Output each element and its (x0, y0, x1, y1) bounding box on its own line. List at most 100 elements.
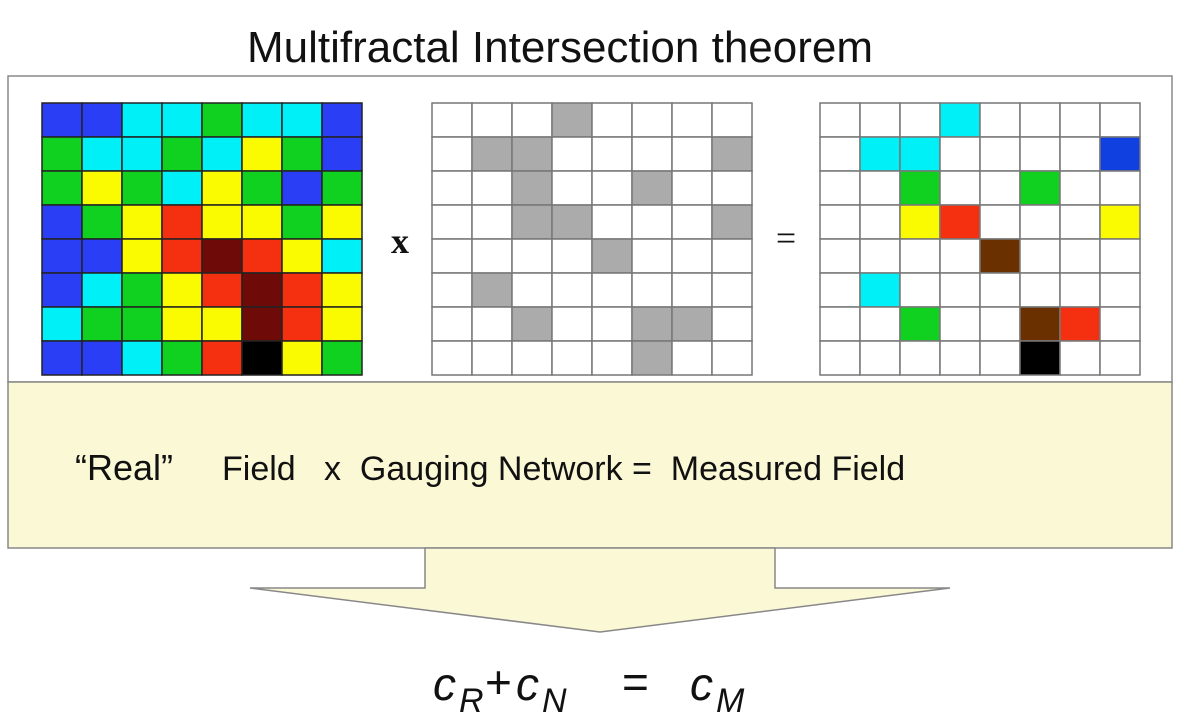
grid-cell (321, 136, 363, 172)
grid-cell (1019, 272, 1061, 308)
grid-cell (1059, 306, 1101, 342)
grid-cell (939, 102, 981, 138)
grid-cell (81, 340, 123, 376)
grid-cell (711, 238, 753, 274)
grid-cell (1099, 204, 1141, 240)
grid-cell (591, 136, 633, 172)
grid-cell (121, 204, 163, 240)
grid-cell (431, 136, 473, 172)
grid-cell (979, 340, 1021, 376)
times-operator: x (391, 221, 409, 261)
grid-cell (979, 306, 1021, 342)
term-symbol: c (516, 658, 539, 710)
grid-cell (631, 102, 673, 138)
grid-cell (41, 238, 83, 274)
grid-cell (121, 340, 163, 376)
grids (41, 102, 1141, 376)
grid-cell (671, 136, 713, 172)
caption-real: “Real” (75, 447, 173, 488)
grid-cell (939, 272, 981, 308)
grid-cell (711, 204, 753, 240)
grid-cell (819, 204, 861, 240)
grid-cell (1019, 170, 1061, 206)
grid-cell (241, 136, 283, 172)
grid-cell (81, 272, 123, 308)
grid-cell (631, 136, 673, 172)
grid-cell (819, 102, 861, 138)
grid-cell (979, 204, 1021, 240)
term-symbol: c (433, 658, 456, 710)
grid-cell (551, 204, 593, 240)
grid-cell (41, 306, 83, 342)
grid-cell (859, 238, 901, 274)
grid-cell (241, 340, 283, 376)
grid-cell (671, 306, 713, 342)
grid-cell (41, 204, 83, 240)
grid-cell (1099, 272, 1141, 308)
term-subscript: R (459, 682, 484, 720)
grid-cell (899, 204, 941, 240)
grid-cell (1019, 306, 1061, 342)
grid-cell (161, 340, 203, 376)
grid-cell (281, 170, 323, 206)
grid-cell (1099, 340, 1141, 376)
grid-cell (321, 306, 363, 342)
grid-cell (201, 272, 243, 308)
grid-cell (281, 272, 323, 308)
grid-cell (551, 136, 593, 172)
grid-cell (41, 102, 83, 138)
grid-cell (241, 306, 283, 342)
grid-cell (471, 170, 513, 206)
grid-cell (1059, 204, 1101, 240)
grid-cell (431, 340, 473, 376)
grid-cell (939, 306, 981, 342)
grid-cell (431, 170, 473, 206)
grid-cell (121, 102, 163, 138)
grid-cell (711, 272, 753, 308)
grid-cell (161, 170, 203, 206)
grid-cell (1019, 204, 1061, 240)
grid-cell (281, 102, 323, 138)
grid-cell (859, 102, 901, 138)
grid-cell (161, 136, 203, 172)
grid-cell (979, 272, 1021, 308)
caption-text: Field x Gauging Network = Measured Field (222, 450, 905, 488)
grid-cell (859, 170, 901, 206)
grid-cell (161, 204, 203, 240)
grid-cell (81, 136, 123, 172)
grid-cell (551, 306, 593, 342)
grid-cell (1059, 272, 1101, 308)
grid-cell (899, 306, 941, 342)
grid-cell (939, 340, 981, 376)
grid-cell (431, 272, 473, 308)
grid-cell (899, 238, 941, 274)
grid-cell (41, 340, 83, 376)
grid-cell (551, 272, 593, 308)
grid-cell (591, 238, 633, 274)
grid-cell (631, 204, 673, 240)
grid-cell (1099, 238, 1141, 274)
grid-cell (161, 102, 203, 138)
grid-cell (551, 238, 593, 274)
grid-cell (819, 170, 861, 206)
grid-cell (81, 238, 123, 274)
grid-cell (859, 272, 901, 308)
grid-cell (471, 238, 513, 274)
grid-cell (591, 204, 633, 240)
grid-cell (41, 170, 83, 206)
grid-cell (859, 136, 901, 172)
grid-cell (551, 340, 593, 376)
grid-cell (859, 306, 901, 342)
grid-cell (1019, 238, 1061, 274)
grid-cell (939, 204, 981, 240)
grid-cell (819, 238, 861, 274)
grid-cell (241, 170, 283, 206)
grid-cell (819, 136, 861, 172)
caption-box (7, 381, 1173, 549)
grid-cell (1099, 102, 1141, 138)
grid-cell (591, 170, 633, 206)
grid-cell (979, 136, 1021, 172)
grid-cell (671, 272, 713, 308)
grid-cell (121, 272, 163, 308)
